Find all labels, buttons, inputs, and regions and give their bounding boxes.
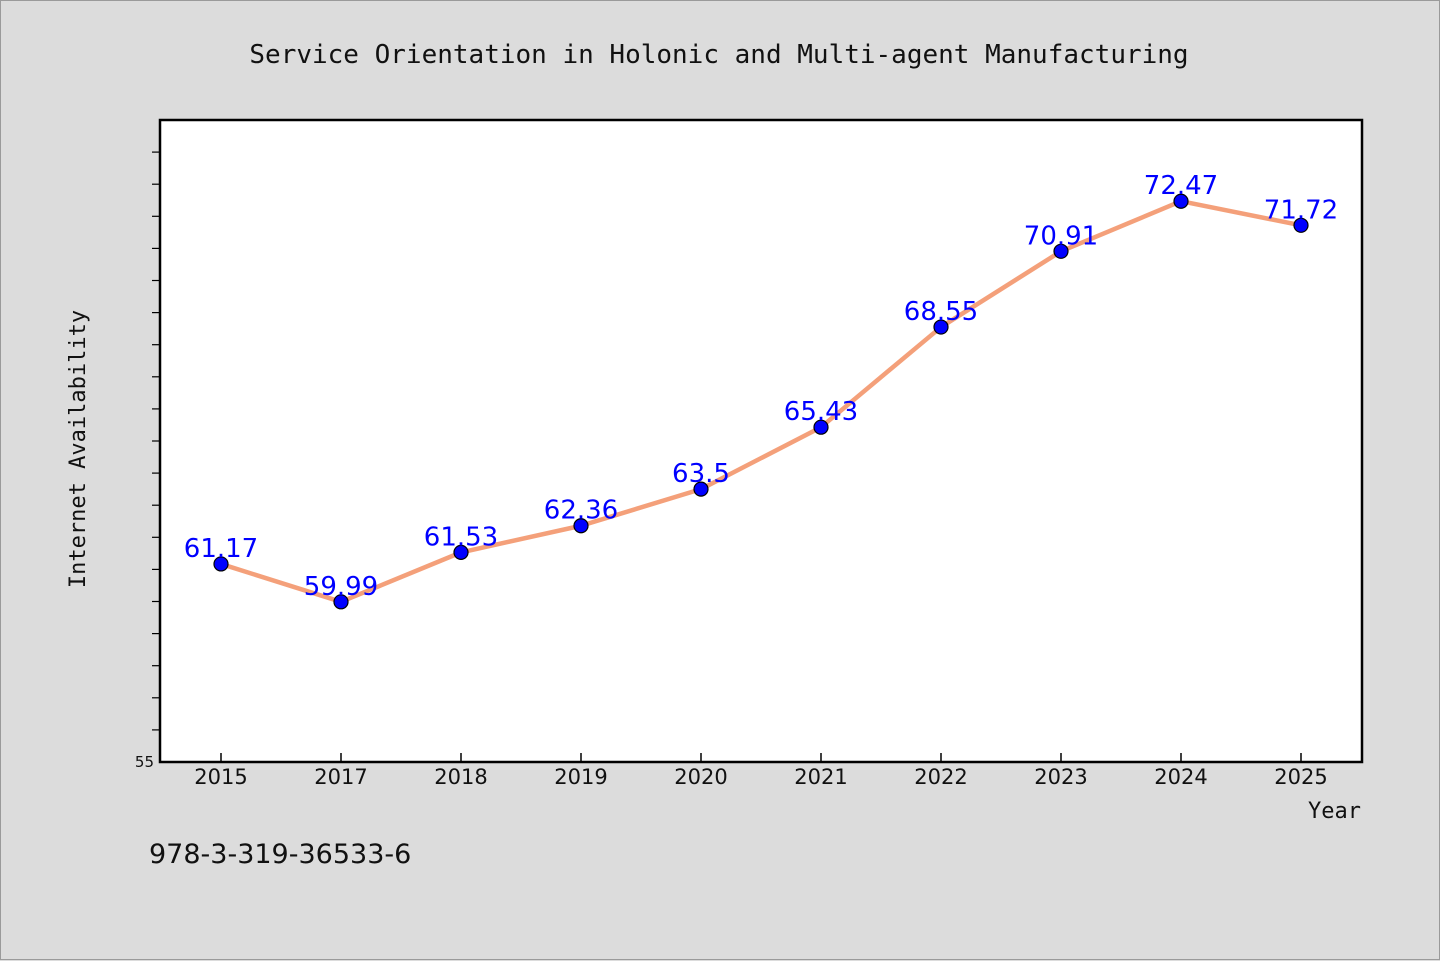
x-axis-ticks [220, 753, 1302, 762]
x-tick-label-2023: 2023 [1034, 765, 1087, 789]
x-tick-label-2020: 2020 [674, 765, 727, 789]
data-label-2025: 71.72 [1264, 195, 1338, 225]
chart-title: Service Orientation in Holonic and Multi… [249, 40, 1188, 70]
x-tick-labels: 2015 2017 2018 2019 2020 2021 2022 2023 2024 2025 [194, 765, 1327, 789]
data-label-2015: 61.17 [184, 534, 258, 564]
data-point-2018 [453, 544, 469, 560]
data-label-2018: 61.53 [424, 522, 498, 552]
y-tick-label-min: 55 [135, 753, 154, 771]
data-point-2022 [933, 319, 949, 335]
data-point-2025 [1293, 217, 1309, 233]
plot-area [158, 118, 1364, 764]
series-markers [213, 193, 1309, 610]
data-point-2019 [573, 518, 589, 534]
y-axis-ticks [152, 151, 160, 731]
data-label-2024: 72.47 [1144, 171, 1218, 201]
data-point-2017 [333, 594, 349, 610]
x-tick-label-2025: 2025 [1274, 765, 1327, 789]
x-tick-label-2024: 2024 [1154, 765, 1207, 789]
data-label-2023: 70.91 [1024, 221, 1098, 251]
data-point-2024 [1173, 193, 1189, 209]
data-label-2019: 62.36 [544, 496, 618, 526]
data-point-2023 [1053, 243, 1069, 259]
x-axis-label: Year [1308, 799, 1361, 824]
data-point-2020 [693, 481, 709, 497]
data-point-2015 [213, 556, 229, 572]
data-label-2021: 65.43 [784, 397, 858, 427]
caption-isbn: 978-3-319-36533-6 [149, 839, 411, 870]
data-point-2021 [813, 419, 829, 435]
x-tick-label-2019: 2019 [554, 765, 607, 789]
data-label-2022: 68.55 [904, 297, 978, 327]
data-label-2020: 63.5 [672, 459, 730, 489]
x-tick-label-2017: 2017 [314, 765, 367, 789]
data-labels: 61.17 59.99 61.53 62.36 63.5 65.43 68.55 70.91 7… [184, 171, 1338, 602]
series-line [218, 198, 1304, 605]
data-label-2017: 59.99 [304, 572, 378, 602]
x-tick-label-2015: 2015 [194, 765, 247, 789]
y-axis-label: Internet Availability [66, 310, 91, 588]
x-tick-label-2021: 2021 [794, 765, 847, 789]
x-tick-label-2022: 2022 [914, 765, 967, 789]
x-tick-label-2018: 2018 [434, 765, 487, 789]
